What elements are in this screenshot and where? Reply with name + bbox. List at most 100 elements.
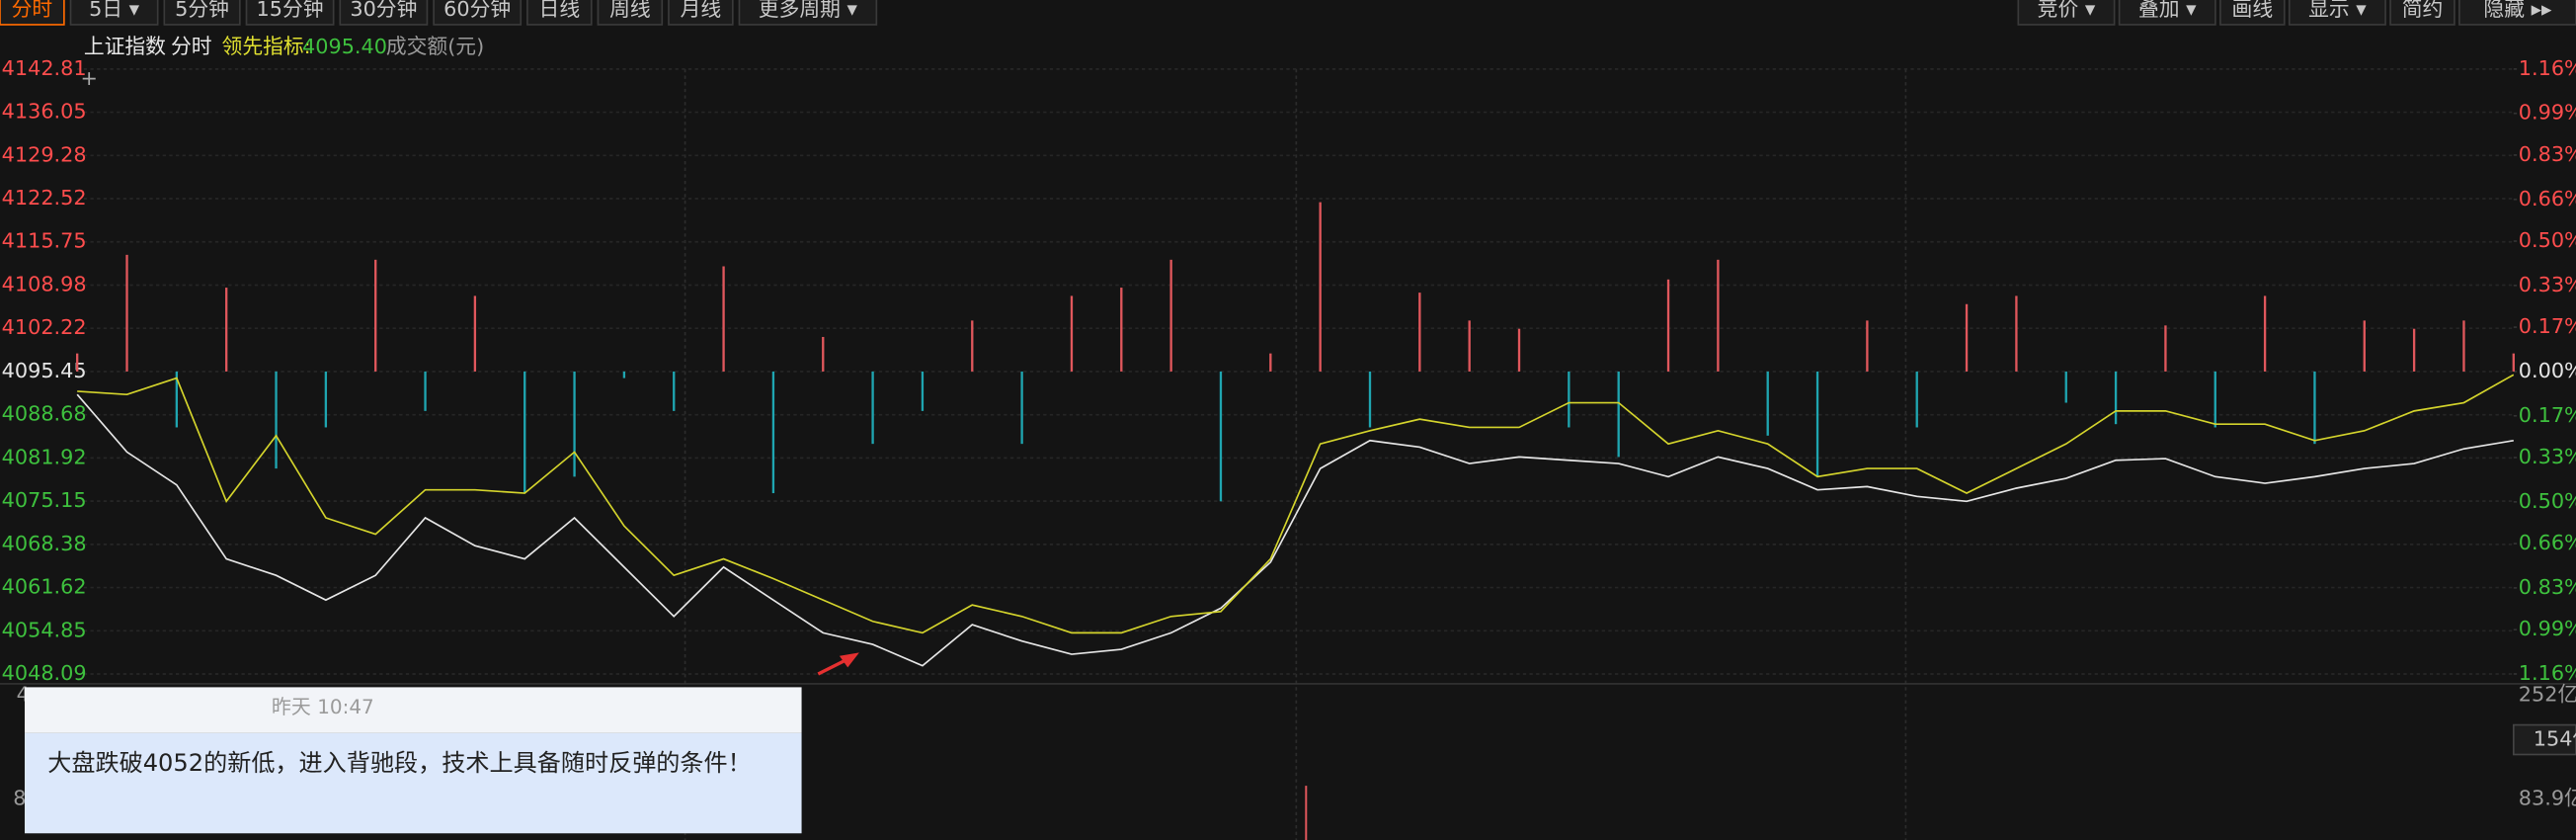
popup: 昨天 10:47 大盘跌破4052的新低，进入背驰段，技术上具备随时反弹的条件！ [24,687,802,834]
y-tick-label: 4048.09 [2,661,87,685]
indicator-bar [1020,371,1023,445]
price-line [76,393,2514,667]
indicator-bar [622,371,626,378]
button-bg [526,0,593,26]
toolbar-button[interactable]: 竞价 ▾ [2017,0,2116,26]
indicator-bar [2313,371,2316,445]
y-tick-label: 4095.45 [2,359,87,382]
button-label: 周线 [609,0,651,21]
lead-value: 4095.40 [302,35,387,58]
y-tick-label: 4061.62 [2,575,87,599]
button-label: 5分钟 [175,0,229,21]
toolbar-button[interactable]: 5分钟 [163,0,241,26]
toolbar-button[interactable]: 30分钟 [339,0,429,26]
y-tick-label: 4142.81 [2,56,87,80]
button-bg [163,0,241,26]
toolbar-button[interactable]: 60分钟 [433,0,523,26]
toolbar-button[interactable]: 显示 ▾ [2288,0,2386,26]
indicator-bar [2512,353,2515,372]
indicator-bar [2214,371,2216,428]
y-tick-label: 4122.52 [2,186,87,210]
toolbar-button[interactable]: 15分钟 [245,0,335,26]
toolbar-button[interactable]: 叠加 ▾ [2118,0,2216,26]
button-bg [2389,0,2455,26]
indicator-bar [1717,259,1720,372]
y2-tick-label: 0.83% [2519,575,2576,599]
button-label: 竞价 ▾ [2038,0,2096,21]
toolbar-button[interactable]: 简约 [2389,0,2455,26]
toolbar-button[interactable]: 隐藏 ▸▸ [2458,0,2576,26]
indicator-bar [722,266,725,372]
toolbar-button[interactable]: 月线 [668,0,734,26]
toolbar-button[interactable]: 画线 [2219,0,2286,26]
toolbar-button[interactable]: 周线 [597,0,664,26]
y2-tick-label: 0.33% [2519,273,2576,296]
indicator-bar [2015,295,2018,372]
indicator-bar [1617,371,1620,458]
amount-label: 成交额(元) [386,35,484,58]
toolbar-button[interactable]: 更多周期 ▾ [738,0,878,26]
y-tick-label: 4108.98 [2,272,87,295]
indicator-bar [871,371,874,445]
indicator-bar [523,371,526,494]
indicator-bar [1120,288,1123,372]
indicator-bar [2114,371,2118,425]
y2-tick-label: 0.83% [2519,142,2576,166]
cursor-icon: + [81,66,98,90]
y2-tick-label: 0.99% [2519,101,2576,125]
indicator-bar [374,259,377,372]
indicator-bar [1666,279,1670,372]
button-label: 显示 ▾ [2308,0,2367,21]
toolbar-button[interactable]: 分时 [0,0,65,26]
indicator-bar [1319,202,1322,372]
indicator-bar [2164,325,2167,372]
indicator-bar [2363,320,2366,372]
indicator-bar [473,295,477,372]
y2-tick-label: 1.16% [2519,661,2576,685]
button-label: 画线 [2232,0,2274,21]
indicator-bar [1169,259,1172,372]
indicator-bar [76,353,79,372]
mode: 分时 [171,35,212,58]
y2-tick-label: 0.66% [2519,531,2576,554]
vol-tick-box [2512,723,2576,756]
legend: 上证指数 分时 领先指标: 4095.40 成交额(元) [84,35,484,58]
button-label: 更多周期 ▾ [759,0,858,21]
button-bg [597,0,664,26]
popup-message: 大盘跌破4052的新低，进入背驰段，技术上具备随时反弹的条件！ [24,732,802,834]
indicator-bar [275,371,278,469]
indicator-bar [424,371,427,411]
indicator-bar [1269,353,1272,372]
indicator-bar [2064,371,2067,403]
button-bg [245,0,335,26]
y-tick-label: 4068.38 [2,532,87,555]
y2-tick-label: 0.17% [2519,314,2576,338]
y-tick-label: 4075.15 [2,488,87,512]
y-tick-label: 4054.85 [2,618,87,641]
indicator-bar [1965,303,1969,372]
button-bg [738,0,878,26]
toolbar: 分时 5日 ▾ 5分钟 15分钟 30分钟 60分钟 日线 周线 月线 更多周期 ▾ 隐藏 ▸▸ 简约… [0,0,2576,26]
button-bg [2118,0,2216,26]
y-tick-label: 4129.28 [2,142,87,166]
y2-tick-label: 0.33% [2519,445,2576,468]
indicator-bar [175,371,179,428]
vol-tick: 154亿 [2534,727,2576,751]
button-bg [433,0,523,26]
indicator-bar [1070,295,1074,372]
y2-tick-label: 0.50% [2519,228,2576,252]
indicator-bar [225,288,228,372]
button-bg [339,0,429,26]
indicator-bar [1517,328,1521,372]
toolbar-button[interactable]: 日线 [526,0,593,26]
button-label: 5日 ▾ [89,0,140,21]
price-line [77,374,2515,634]
toolbar-button[interactable]: 5日 ▾ [69,0,159,26]
indicator-bar [921,371,925,411]
lead-label: 领先指标: [222,35,311,58]
indicator-bar [1866,320,1869,372]
indicator-bar [1815,371,1819,477]
indicator-bar [125,254,128,372]
